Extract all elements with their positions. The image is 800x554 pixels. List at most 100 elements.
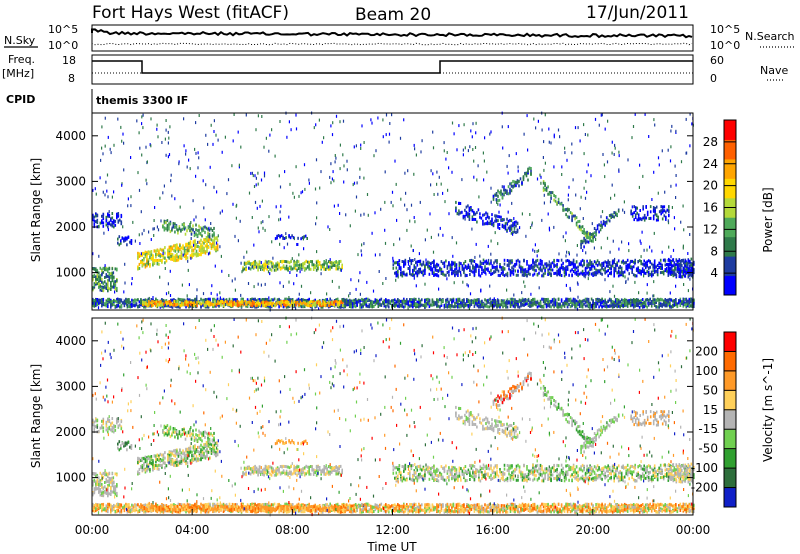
power-cell — [562, 235, 564, 239]
power-cell — [586, 240, 588, 244]
power-cell — [213, 226, 215, 230]
power-cell — [235, 302, 237, 306]
power-cell — [200, 302, 203, 306]
power-cell — [107, 214, 109, 218]
power-cell — [493, 301, 495, 305]
power-cell — [517, 258, 519, 262]
power-cell — [116, 279, 118, 283]
power-cell — [328, 303, 330, 307]
power-cell — [656, 305, 659, 309]
power-cell — [96, 303, 99, 307]
power-cell — [146, 257, 148, 261]
power-cell — [102, 270, 105, 274]
power-cell — [504, 224, 507, 228]
nsky-panel — [91, 24, 694, 52]
power-cell — [464, 264, 467, 268]
power-cell — [613, 215, 615, 219]
power-cell — [512, 264, 515, 268]
power-cell — [668, 205, 670, 209]
power-cell — [165, 153, 167, 157]
power-cell — [159, 258, 162, 262]
power-cell — [583, 259, 585, 263]
power-cell — [298, 303, 300, 307]
power-cell — [560, 274, 563, 277]
power-cell — [138, 303, 141, 307]
power-cell — [201, 249, 204, 253]
power-cell — [145, 302, 147, 306]
power-cell — [503, 267, 506, 271]
power-cell — [566, 304, 569, 308]
power-cell — [587, 297, 590, 301]
power-cell — [165, 221, 167, 224]
power-cell — [617, 274, 620, 278]
power-cell — [454, 261, 456, 265]
power-cell — [141, 263, 144, 267]
power-cell — [282, 235, 284, 239]
power-cell — [649, 260, 651, 264]
power-cell — [601, 305, 603, 309]
power-cell — [503, 218, 505, 222]
power-cell — [569, 211, 572, 215]
power-cell — [199, 301, 201, 305]
power-cell — [500, 299, 503, 303]
power-cell — [150, 253, 153, 257]
power-cell — [310, 291, 312, 295]
power-cell — [305, 267, 307, 271]
power-cell — [135, 302, 138, 306]
power-cell — [506, 301, 509, 305]
power-heatmap — [92, 111, 695, 312]
power-cell — [506, 189, 508, 193]
power-cell — [643, 269, 645, 273]
power-cell — [563, 274, 566, 278]
power-cell — [125, 300, 127, 304]
power-cell — [645, 205, 647, 208]
power-cell — [503, 262, 506, 266]
power-cell — [200, 305, 202, 309]
power-cell — [519, 177, 522, 181]
power-cell — [155, 303, 158, 306]
power-cell — [601, 225, 603, 229]
power-cell — [175, 303, 177, 306]
power-cell — [99, 288, 102, 292]
power-cell — [679, 272, 682, 276]
power-cell — [639, 209, 641, 212]
power-cell — [321, 263, 324, 267]
power-cell — [174, 197, 176, 201]
power-cell — [170, 248, 172, 252]
nsearch-line — [91, 42, 693, 46]
power-cell — [687, 302, 689, 305]
power-cell — [146, 264, 148, 268]
power-cell — [554, 298, 557, 302]
power-cell — [268, 301, 270, 305]
power-cell — [473, 273, 476, 276]
power-cell — [545, 188, 548, 192]
power-cell — [481, 300, 483, 304]
power-cell — [261, 264, 264, 268]
power-cell — [656, 263, 659, 267]
power-cell — [303, 235, 305, 239]
power-cell — [559, 267, 561, 271]
power-cell — [422, 262, 425, 266]
power-cell — [595, 232, 597, 236]
power-cell — [650, 272, 653, 276]
power-cell — [532, 267, 534, 271]
power-cell — [578, 219, 581, 223]
power-cell — [299, 300, 302, 304]
power-cell — [484, 271, 486, 274]
power-cell — [509, 305, 512, 308]
power-cell — [672, 274, 675, 278]
power-cell — [274, 154, 276, 158]
power-cell — [544, 271, 546, 275]
power-cell — [249, 298, 252, 301]
power-cell — [626, 258, 629, 262]
power-cell — [446, 151, 448, 154]
power-cell — [146, 261, 148, 265]
power-cell — [92, 301, 94, 305]
power-cell — [421, 271, 423, 275]
power-cell — [640, 299, 642, 302]
power-cell — [671, 270, 673, 274]
power-cell — [137, 254, 139, 258]
power-cell — [424, 266, 426, 270]
power-cell — [629, 304, 632, 308]
power-cell — [394, 302, 396, 305]
